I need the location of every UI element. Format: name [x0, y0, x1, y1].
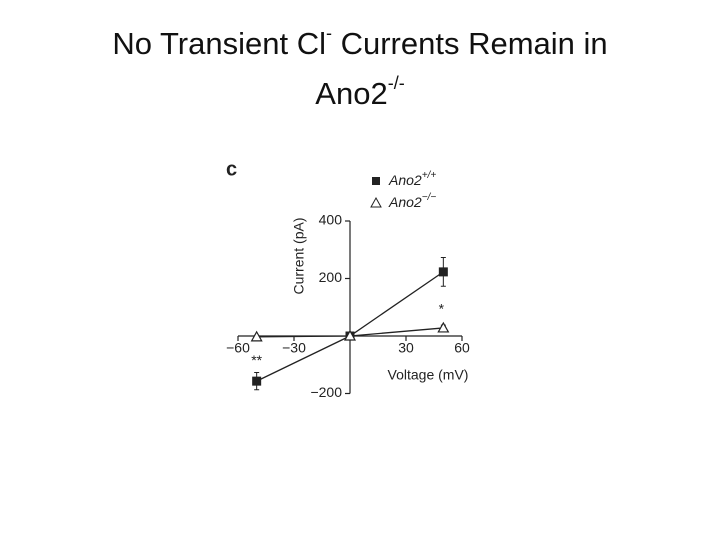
legend-text: Ano2: [388, 172, 422, 188]
y-tick-label: −200: [310, 384, 342, 400]
title-text: Currents Remain in: [332, 26, 608, 61]
legend-superscript: −/−: [422, 192, 437, 203]
x-tick-label: −30: [282, 340, 306, 356]
slide-title: Ano2-/-: [315, 73, 404, 111]
y-tick-label: 400: [319, 212, 343, 228]
marker: [343, 329, 357, 341]
annotation: **: [251, 352, 262, 368]
title-text: Ano2: [315, 76, 387, 111]
legend-entry: Ano2+/+: [388, 170, 436, 188]
annotation: *: [439, 301, 445, 317]
legend-marker: [370, 196, 382, 208]
legend-text: Ano2: [388, 194, 422, 210]
title-superscript: -/-: [388, 73, 405, 93]
x-axis-label: Voltage (mV): [388, 367, 469, 383]
legend-marker: [372, 177, 380, 185]
x-tick-label: 60: [454, 340, 470, 356]
legend-superscript: +/+: [422, 170, 437, 181]
marker: [252, 376, 262, 386]
title-superscript: -: [326, 23, 332, 43]
marker: [438, 267, 448, 277]
panel-label: c: [226, 158, 237, 180]
marker: [250, 330, 263, 342]
x-tick-label: −60: [226, 340, 250, 356]
y-axis-label: Current (pA): [291, 217, 307, 294]
y-tick-label: 200: [319, 269, 343, 285]
legend-entry: Ano2−/−: [388, 192, 436, 210]
slide-title: No Transient Cl- Currents Remain in: [112, 23, 607, 61]
title-text: No Transient Cl: [112, 26, 326, 61]
x-tick-label: 30: [398, 340, 414, 356]
marker: [437, 321, 450, 333]
